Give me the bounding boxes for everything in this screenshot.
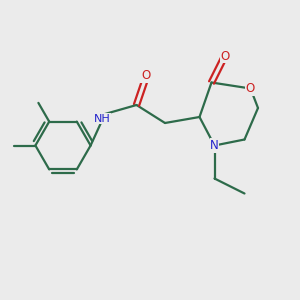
Text: N: N bbox=[210, 139, 219, 152]
Text: O: O bbox=[141, 69, 150, 82]
Text: NH: NH bbox=[94, 113, 110, 124]
Text: O: O bbox=[220, 50, 230, 63]
Text: O: O bbox=[246, 82, 255, 95]
